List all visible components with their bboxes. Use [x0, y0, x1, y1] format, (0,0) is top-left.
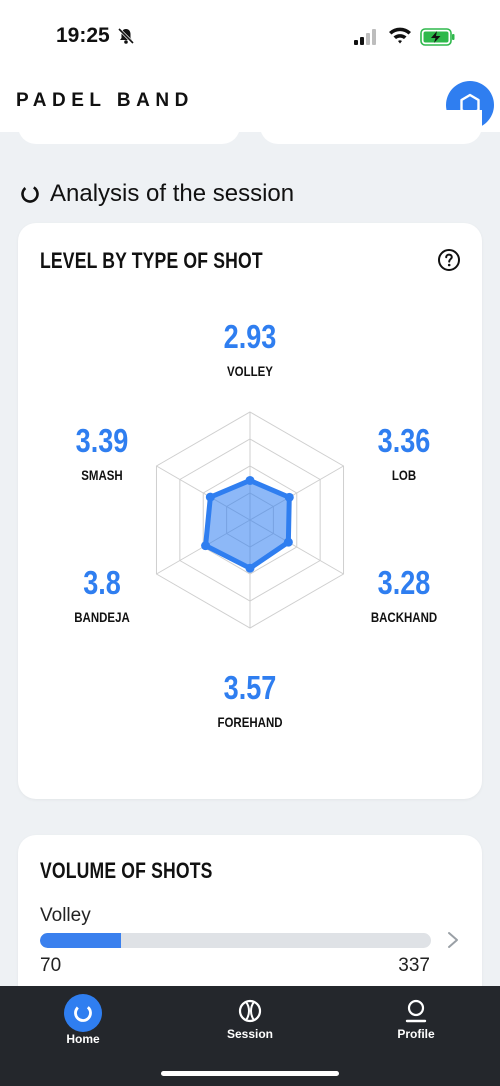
volume-item-total: 337	[398, 955, 430, 976]
home-tab-circle	[64, 994, 102, 1032]
radar-point-backhand	[283, 537, 293, 547]
battery-charging-icon	[420, 28, 455, 46]
question-circle-icon[interactable]	[437, 248, 461, 272]
shot-forehand-label: FOREHAND	[217, 714, 283, 730]
bell-off-icon	[117, 27, 135, 45]
home-indicator	[161, 1071, 339, 1076]
shot-bandeja-value: 3.8	[83, 564, 121, 601]
radar-point-lob	[284, 492, 294, 502]
shot-smash-label: SMASH	[81, 467, 123, 483]
shot-forehand-value: 3.57	[223, 669, 277, 706]
shot-backhand-value: 3.28	[377, 564, 431, 601]
wifi-icon	[389, 27, 411, 44]
shot-backhand: 3.28 BACKHAND	[334, 564, 474, 625]
shot-volley: 2.93 VOLLEY	[180, 318, 320, 379]
tab-bar: Home Session Profile	[0, 986, 500, 1086]
tab-session-label: Session	[226, 1027, 274, 1041]
shot-forehand: 3.57 FOREHAND	[180, 669, 320, 730]
shot-volley-value: 2.93	[223, 318, 277, 355]
section-title: Analysis of the session	[50, 180, 295, 207]
level-by-shot-card: LEVEL BY TYPE OF SHOT 2.93 VOLLEY 3.36 L…	[18, 223, 482, 799]
shot-lob: 3.36 LOB	[334, 422, 474, 483]
summary-card-right[interactable]	[260, 110, 482, 144]
status-bar: 19:25	[0, 0, 500, 74]
volume-progress-fill	[40, 933, 122, 948]
loading-ring-icon	[21, 185, 39, 203]
radar-point-smash	[205, 492, 215, 502]
shot-lob-value: 3.36	[377, 422, 431, 459]
radar-chart	[155, 411, 345, 629]
shot-smash: 3.39 SMASH	[32, 422, 172, 483]
chevron-right-icon[interactable]	[446, 930, 460, 950]
shot-bandeja: 3.8 BANDEJA	[32, 564, 172, 625]
shot-smash-value: 3.39	[75, 422, 129, 459]
radar-point-forehand	[245, 563, 255, 573]
volume-item-count: 70	[40, 955, 62, 976]
brand-logo: PADEL BAND	[16, 90, 194, 111]
level-card-title: LEVEL BY TYPE OF SHOT	[40, 248, 263, 273]
shot-lob-label: LOB	[391, 467, 417, 483]
shot-bandeja-label: BANDEJA	[74, 609, 130, 625]
section-heading: Analysis of the session	[20, 180, 294, 208]
cellular-signal-icon	[354, 29, 376, 45]
summary-card-left[interactable]	[18, 110, 240, 144]
radar-point-volley	[245, 475, 255, 485]
tab-profile-label: Profile	[397, 1027, 435, 1041]
user-icon	[405, 999, 427, 1023]
radar-point-bandeja	[201, 541, 211, 551]
status-time: 19:25	[56, 24, 110, 47]
tab-home-label: Home	[66, 1032, 100, 1046]
volume-item-label: Volley	[40, 905, 91, 926]
shot-backhand-label: BACKHAND	[370, 609, 438, 625]
volume-progress-bar	[40, 933, 431, 948]
refresh-icon	[74, 1004, 92, 1022]
shot-volley-label: VOLLEY	[227, 363, 273, 379]
volume-card-title: VOLUME OF SHOTS	[40, 858, 213, 883]
ball-icon	[238, 999, 262, 1023]
